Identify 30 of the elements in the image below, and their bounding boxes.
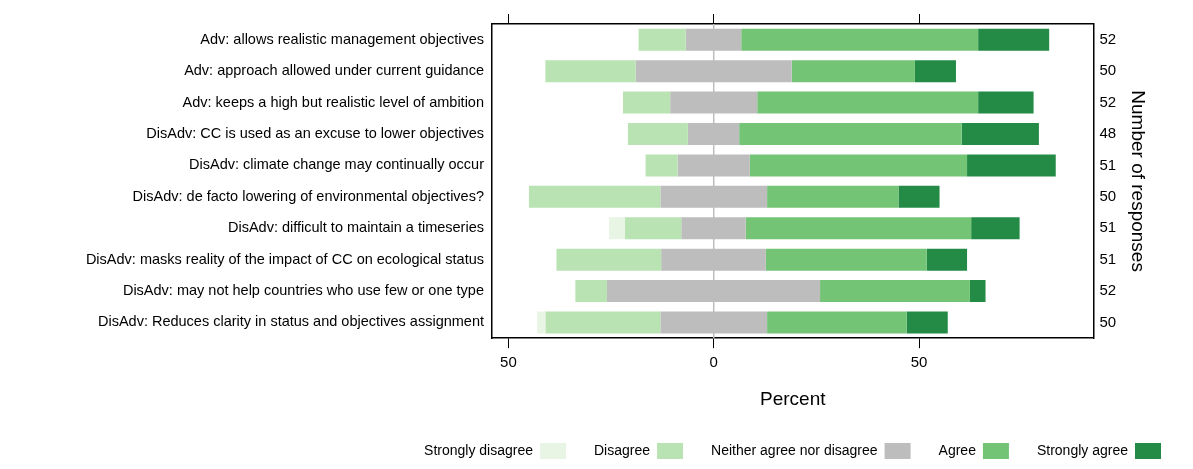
y-tick-label: DisAdv: climate change may continually occur: [189, 156, 485, 173]
x-tick-label: 0: [709, 353, 718, 371]
y2-tick-label: 51: [1099, 155, 1117, 173]
y2-tick-label: 51: [1099, 249, 1117, 267]
y2-tick-label: 50: [1099, 186, 1117, 204]
y2-tick-label: 52: [1099, 29, 1117, 47]
y-tick-label: DisAdv: may not help countries who use few or one type: [122, 282, 484, 299]
legend-label: Strongly agree: [1036, 441, 1129, 458]
legend-label: Strongly disagree: [424, 441, 534, 458]
x-axis-title: Percent: [760, 387, 827, 409]
y2-tick-label: 52: [1099, 92, 1117, 110]
y-tick-label: DisAdv: de facto lowering of environmental objectives?: [132, 187, 484, 204]
y-tick-label: Adv: keeps a high but realistic level of ambition: [182, 93, 484, 110]
y2-tick-label: 48: [1099, 124, 1117, 142]
y-tick-label: DisAdv: difficult to maintain a timeseries: [227, 219, 484, 236]
y2-tick-label: 50: [1099, 312, 1117, 330]
y-tick-label: DisAdv: Reduces clarity in status and objectives assignment: [97, 313, 484, 330]
legend-label: Disagree: [594, 441, 651, 458]
legend-label: Agree: [938, 441, 977, 458]
y-tick-label: DisAdv: CC is used as an excuse to lower objectives: [146, 124, 484, 141]
y2-tick-label: 52: [1099, 281, 1117, 299]
legend-label: Neither agree nor disagree: [711, 441, 878, 458]
y2-axis-title: Number of responses: [1128, 90, 1150, 272]
y2-tick-label: 50: [1099, 61, 1117, 79]
y-tick-label: Adv: approach allowed under current guidance: [184, 62, 484, 79]
x-tick-label: 50: [500, 353, 517, 371]
y-tick-label: Adv: allows realistic management objectives: [200, 30, 484, 47]
x-tick-label: 50: [910, 353, 928, 371]
y2-tick-label: 51: [1099, 218, 1117, 236]
y-tick-label: DisAdv: masks reality of the impact of CC on ecological status: [85, 250, 484, 267]
